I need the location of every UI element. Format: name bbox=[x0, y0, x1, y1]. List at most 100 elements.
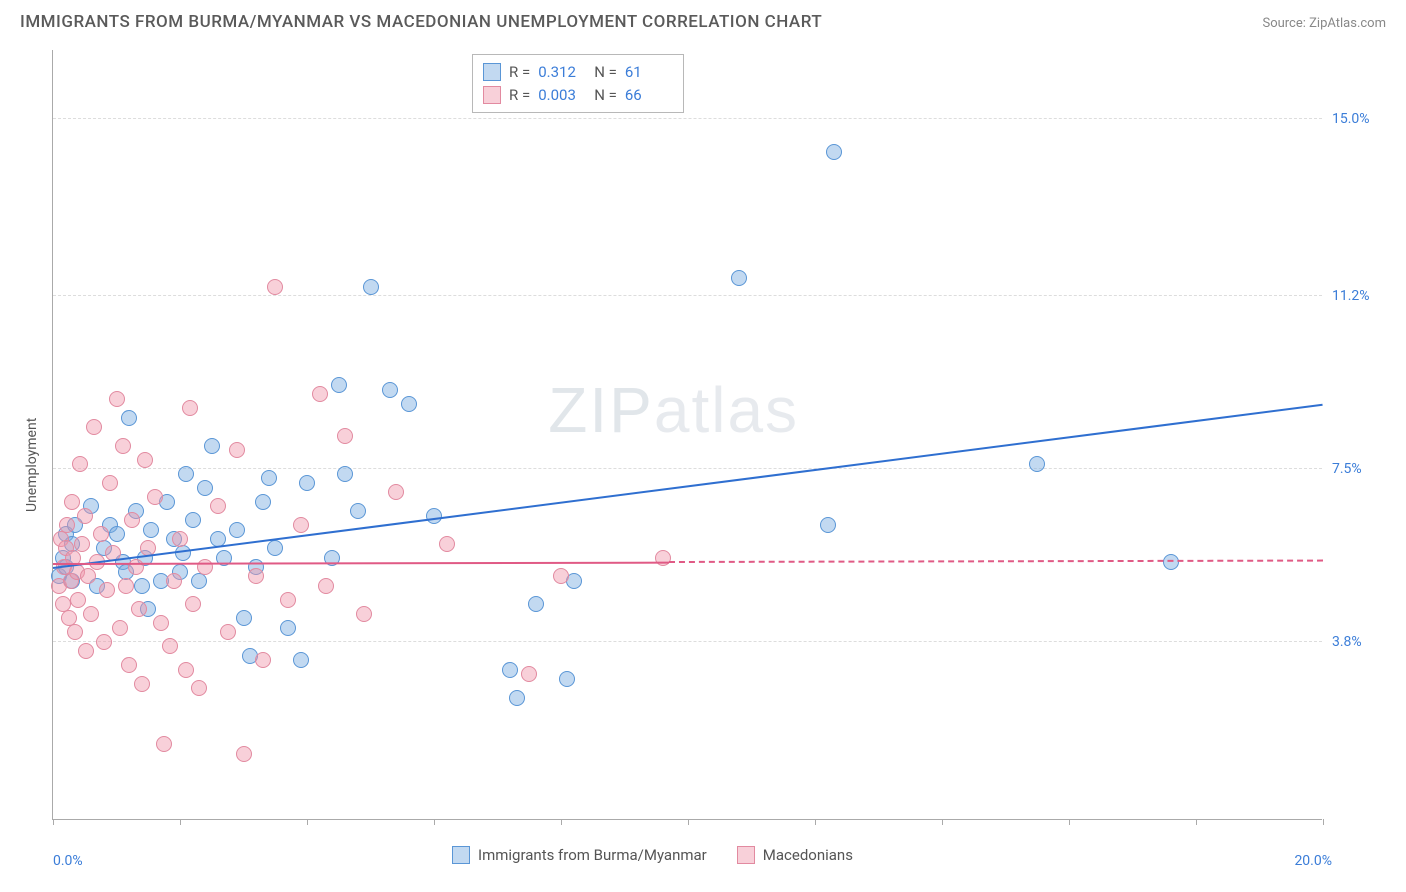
correlation-stats-box: R =0.312N =61R =0.003N =66 bbox=[472, 54, 684, 113]
data-point bbox=[78, 643, 94, 659]
data-point bbox=[363, 279, 379, 295]
data-point bbox=[826, 144, 842, 160]
legend-label: Macedonians bbox=[763, 846, 853, 864]
x-tick-mark bbox=[1323, 819, 1324, 825]
data-point bbox=[553, 568, 569, 584]
gridline bbox=[53, 641, 1322, 642]
data-point bbox=[439, 536, 455, 552]
data-point bbox=[318, 578, 334, 594]
series-swatch bbox=[452, 846, 470, 864]
x-tick-mark bbox=[434, 819, 435, 825]
x-tick-mark bbox=[1196, 819, 1197, 825]
legend-item: Immigrants from Burma/Myanmar bbox=[452, 846, 707, 864]
data-point bbox=[74, 536, 90, 552]
data-point bbox=[236, 610, 252, 626]
x-axis-limit-label: 0.0% bbox=[53, 853, 83, 869]
data-point bbox=[426, 508, 442, 524]
data-point bbox=[356, 606, 372, 622]
data-point bbox=[293, 517, 309, 533]
data-point bbox=[261, 470, 277, 486]
data-point bbox=[121, 657, 137, 673]
data-point bbox=[255, 652, 271, 668]
data-point bbox=[175, 545, 191, 561]
data-point bbox=[293, 652, 309, 668]
data-point bbox=[80, 568, 96, 584]
data-point bbox=[1163, 554, 1179, 570]
series-swatch bbox=[737, 846, 755, 864]
data-point bbox=[820, 517, 836, 533]
data-point bbox=[77, 508, 93, 524]
y-tick-label: 11.2% bbox=[1332, 288, 1392, 304]
x-tick-mark bbox=[561, 819, 562, 825]
trend-line bbox=[53, 561, 669, 564]
y-axis-title: Unemployment bbox=[24, 418, 40, 512]
data-point bbox=[1029, 456, 1045, 472]
data-point bbox=[70, 592, 86, 608]
data-point bbox=[521, 666, 537, 682]
legend-item: Macedonians bbox=[737, 846, 853, 864]
data-point bbox=[280, 592, 296, 608]
data-point bbox=[109, 526, 125, 542]
x-tick-mark bbox=[180, 819, 181, 825]
x-tick-mark bbox=[688, 819, 689, 825]
data-point bbox=[182, 400, 198, 416]
data-point bbox=[559, 671, 575, 687]
data-point bbox=[156, 736, 172, 752]
data-point bbox=[204, 438, 220, 454]
data-point bbox=[118, 578, 134, 594]
data-point bbox=[255, 494, 271, 510]
stats-row: R =0.312N =61 bbox=[483, 61, 673, 84]
data-point bbox=[121, 410, 137, 426]
data-point bbox=[59, 517, 75, 533]
y-tick-label: 15.0% bbox=[1332, 111, 1392, 127]
data-point bbox=[143, 522, 159, 538]
gridline bbox=[53, 118, 1322, 119]
data-point bbox=[337, 428, 353, 444]
legend-label: Immigrants from Burma/Myanmar bbox=[478, 846, 707, 864]
trend-line bbox=[53, 404, 1323, 569]
x-tick-mark bbox=[53, 819, 54, 825]
data-point bbox=[147, 489, 163, 505]
y-tick-label: 7.5% bbox=[1332, 461, 1392, 477]
data-point bbox=[528, 596, 544, 612]
gridline bbox=[53, 295, 1322, 296]
x-tick-mark bbox=[307, 819, 308, 825]
data-point bbox=[166, 573, 182, 589]
data-point bbox=[137, 452, 153, 468]
trend-line-extension bbox=[669, 560, 1323, 563]
data-point bbox=[299, 475, 315, 491]
data-point bbox=[64, 494, 80, 510]
data-point bbox=[99, 582, 115, 598]
chart-title: IMMIGRANTS FROM BURMA/MYANMAR VS MACEDON… bbox=[20, 12, 822, 32]
data-point bbox=[350, 503, 366, 519]
series-swatch bbox=[483, 63, 501, 81]
data-point bbox=[197, 480, 213, 496]
x-tick-mark bbox=[1069, 819, 1070, 825]
data-point bbox=[388, 484, 404, 500]
data-point bbox=[382, 382, 398, 398]
data-point bbox=[229, 522, 245, 538]
data-point bbox=[109, 391, 125, 407]
data-point bbox=[229, 442, 245, 458]
data-point bbox=[172, 531, 188, 547]
series-legend: Immigrants from Burma/Myanmar Macedonians bbox=[452, 846, 853, 864]
data-point bbox=[267, 540, 283, 556]
data-point bbox=[131, 601, 147, 617]
data-point bbox=[312, 386, 328, 402]
x-tick-mark bbox=[942, 819, 943, 825]
data-point bbox=[185, 512, 201, 528]
data-point bbox=[210, 498, 226, 514]
data-point bbox=[280, 620, 296, 636]
data-point bbox=[197, 559, 213, 575]
data-point bbox=[248, 568, 264, 584]
data-point bbox=[178, 662, 194, 678]
x-tick-mark bbox=[815, 819, 816, 825]
data-point bbox=[401, 396, 417, 412]
data-point bbox=[72, 456, 88, 472]
data-point bbox=[96, 634, 112, 650]
stats-row: R =0.003N =66 bbox=[483, 84, 673, 107]
data-point bbox=[509, 690, 525, 706]
data-point bbox=[502, 662, 518, 678]
data-point bbox=[134, 676, 150, 692]
data-point bbox=[134, 578, 150, 594]
